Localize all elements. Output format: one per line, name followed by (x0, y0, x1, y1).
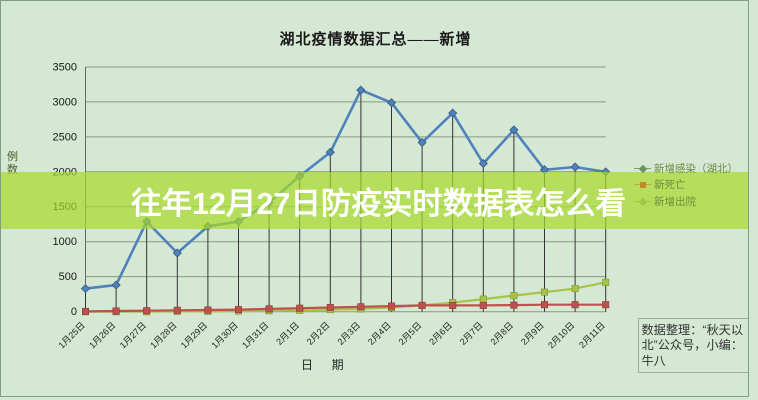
svg-text:1月29日: 1月29日 (179, 320, 209, 350)
svg-text:2月2日: 2月2日 (305, 320, 332, 347)
svg-text:2月10日: 2月10日 (546, 320, 576, 350)
svg-text:1月31日: 1月31日 (240, 320, 270, 350)
svg-text:2月4日: 2月4日 (366, 320, 393, 347)
svg-text:2月7日: 2月7日 (458, 320, 485, 347)
svg-text:1月25日: 1月25日 (56, 320, 86, 350)
svg-text:2月5日: 2月5日 (397, 320, 424, 347)
svg-text:0: 0 (71, 306, 77, 318)
svg-text:2月1日: 2月1日 (274, 320, 301, 347)
svg-text:2月6日: 2月6日 (427, 320, 454, 347)
svg-text:2月3日: 2月3日 (335, 320, 362, 347)
svg-text:2月9日: 2月9日 (519, 320, 546, 347)
svg-text:2月11日: 2月11日 (577, 320, 607, 350)
svg-text:500: 500 (59, 271, 77, 283)
svg-text:3500: 3500 (53, 62, 77, 74)
svg-text:1月30日: 1月30日 (209, 320, 239, 350)
svg-text:1月28日: 1月28日 (148, 320, 178, 350)
svg-text:2月8日: 2月8日 (488, 320, 515, 347)
svg-text:1月26日: 1月26日 (87, 320, 117, 350)
svg-text:3000: 3000 (53, 96, 77, 108)
svg-text:1月27日: 1月27日 (118, 320, 148, 350)
svg-text:2500: 2500 (53, 131, 77, 143)
svg-text:1000: 1000 (53, 236, 77, 248)
